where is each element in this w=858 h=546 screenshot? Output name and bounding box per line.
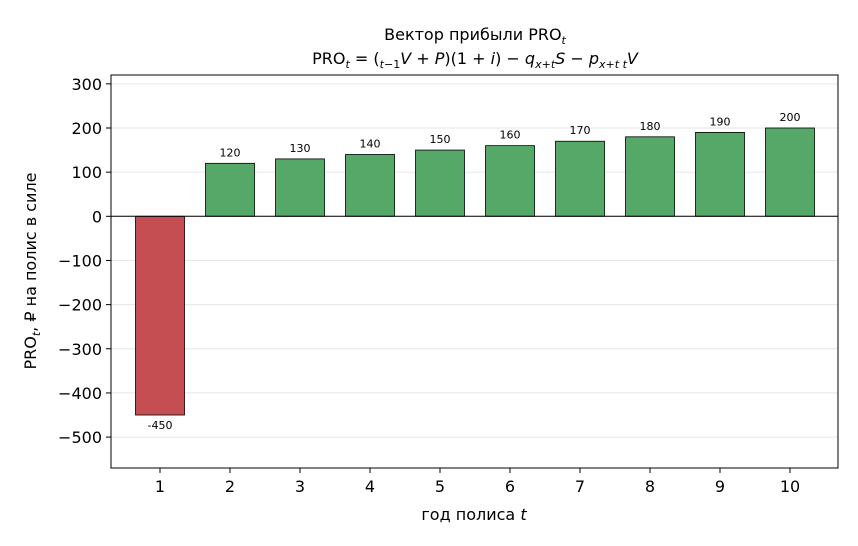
x-axis-label: год полиса t (421, 505, 527, 524)
bar-10 (765, 127, 815, 217)
x-tick-label: 7 (575, 477, 585, 496)
bar-3 (275, 158, 325, 217)
x-tick-label: 9 (715, 477, 725, 496)
y-tick-label: −500 (58, 428, 102, 447)
y-ticks: 300 200 100 0 −100 −200 −300 −400 −500 (58, 75, 111, 447)
svg-text:PROt = (t−1V + P)(1 + i) − qx+: PROt = (t−1V + P)(1 + i) − qx+tS − px+t … (312, 49, 639, 71)
bars (135, 127, 815, 416)
x-tick-label: 10 (780, 477, 800, 496)
data-label-1: -450 (148, 419, 173, 432)
data-label-10: 200 (780, 111, 801, 124)
y-tick-label: 0 (92, 207, 102, 226)
data-label-9: 190 (710, 115, 731, 128)
y-tick-label: −400 (58, 384, 102, 403)
bar-7 (555, 140, 605, 217)
data-label-6: 160 (500, 129, 521, 142)
y-axis-label: PROt, ₽ на полис в силе (21, 172, 43, 369)
y-tick-label: −100 (58, 251, 102, 270)
bar-5 (415, 149, 465, 217)
y-tick-label: 100 (71, 163, 102, 182)
y-tick-label: −200 (58, 296, 102, 315)
bar-9 (695, 132, 745, 217)
chart-title-line1: Вектор прибыли PROt (384, 25, 566, 47)
data-label-7: 170 (570, 124, 591, 137)
data-label-5: 150 (430, 133, 451, 146)
y-tick-label: 300 (71, 75, 102, 94)
x-tick-label: 8 (645, 477, 655, 496)
data-labels: -450 120 130 140 150 160 170 180 190 200 (148, 111, 801, 432)
data-label-3: 130 (290, 142, 311, 155)
bar-2 (205, 162, 255, 217)
y-tick-label: 200 (71, 119, 102, 138)
x-tick-label: 5 (435, 477, 445, 496)
bar-6 (485, 145, 535, 217)
y-tick-label: −300 (58, 340, 102, 359)
bar-4 (345, 154, 395, 217)
bar-1 (135, 215, 185, 416)
x-ticks: 1 2 3 4 5 6 7 8 9 10 (155, 468, 800, 496)
data-label-4: 140 (360, 137, 381, 150)
x-tick-label: 2 (225, 477, 235, 496)
x-tick-label: 4 (365, 477, 375, 496)
x-tick-label: 3 (295, 477, 305, 496)
data-label-2: 120 (220, 146, 241, 159)
x-tick-label: 1 (155, 477, 165, 496)
chart-title-formula: PROt = (t−1V + P)(1 + i) − qx+tS − px+t … (312, 49, 639, 71)
bar-8 (625, 136, 675, 217)
data-label-8: 180 (640, 120, 661, 133)
x-tick-label: 6 (505, 477, 515, 496)
plot-frame (110, 74, 839, 469)
